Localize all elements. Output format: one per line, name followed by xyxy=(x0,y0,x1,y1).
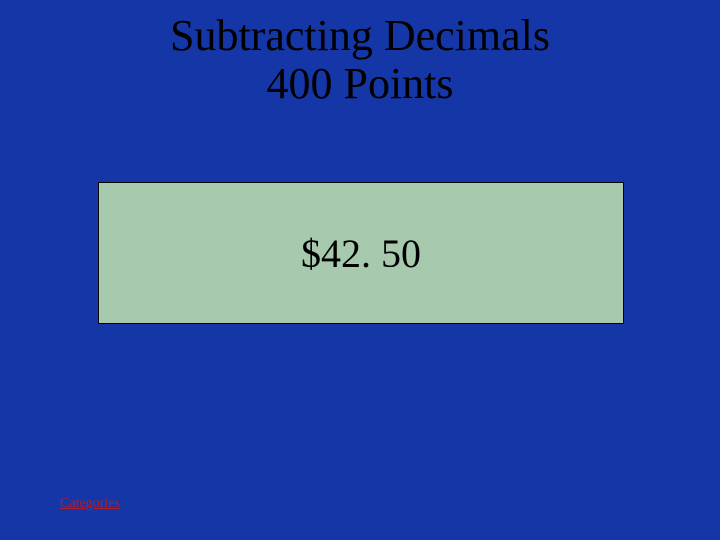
title-line-1: Subtracting Decimals xyxy=(170,11,550,60)
slide-title: Subtracting Decimals 400 Points xyxy=(0,12,720,109)
answer-text: $42. 50 xyxy=(301,230,421,277)
answer-box: $42. 50 xyxy=(98,182,624,324)
categories-link[interactable]: Categories xyxy=(60,496,120,512)
slide: Subtracting Decimals 400 Points $42. 50 … xyxy=(0,0,720,540)
title-line-2: 400 Points xyxy=(266,59,453,108)
